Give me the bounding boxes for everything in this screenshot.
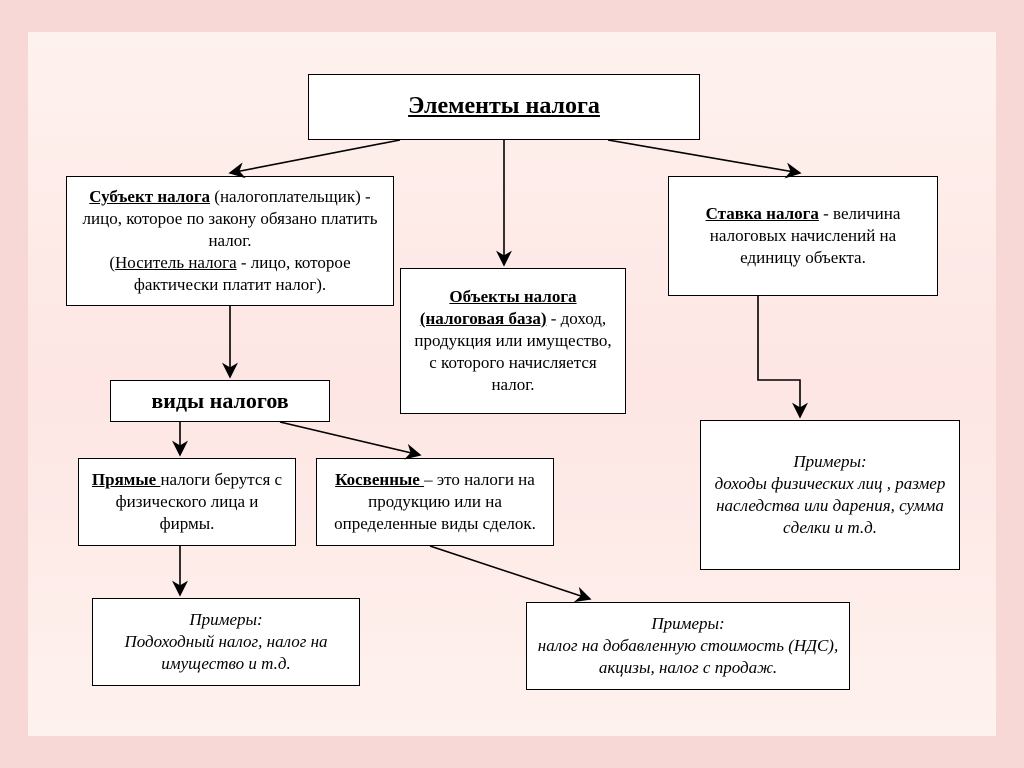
ex-indirect-text: налог на добавленную стоимость (НДС), ак… xyxy=(537,635,839,679)
direct-box: Прямые налоги берутся с физического лица… xyxy=(78,458,296,546)
example-indirect-box: Примеры: налог на добавленную стоимость … xyxy=(526,602,850,690)
indirect-term: Косвенные xyxy=(335,470,424,489)
indirect-box: Косвенные – это налоги на продукцию или … xyxy=(316,458,554,546)
rate-content: Ставка налога - величина налоговых начис… xyxy=(679,203,927,269)
ex-rate-text: доходы физических лиц , размер наследств… xyxy=(711,473,949,539)
ex-rate-label: Примеры: xyxy=(793,451,866,473)
direct-content: Прямые налоги берутся с физического лица… xyxy=(89,469,285,535)
rate-box: Ставка налога - величина налоговых начис… xyxy=(668,176,938,296)
object-box: Объекты налога (налоговая база) - доход,… xyxy=(400,268,626,414)
title-box: Элементы налога xyxy=(308,74,700,140)
subject-line1: Субъект налога (налогоплательщик) - лицо… xyxy=(77,186,383,252)
types-header-text: виды налогов xyxy=(151,387,288,416)
types-header-box: виды налогов xyxy=(110,380,330,422)
direct-term: Прямые xyxy=(92,470,161,489)
ex-indirect-label: Примеры: xyxy=(651,613,724,635)
example-rate-box: Примеры: доходы физических лиц , размер … xyxy=(700,420,960,570)
ex-direct-text: Подоходный налог, налог на имущество и т… xyxy=(103,631,349,675)
example-direct-box: Примеры: Подоходный налог, налог на имущ… xyxy=(92,598,360,686)
subject-box: Субъект налога (налогоплательщик) - лицо… xyxy=(66,176,394,306)
carrier-term: Носитель налога xyxy=(115,253,237,272)
subject-line2: (Носитель налога - лицо, которое фактиче… xyxy=(77,252,383,296)
indirect-content: Косвенные – это налоги на продукцию или … xyxy=(327,469,543,535)
object-content: Объекты налога (налоговая база) - доход,… xyxy=(411,286,615,396)
title-text: Элементы налога xyxy=(408,91,600,122)
ex-direct-label: Примеры: xyxy=(189,609,262,631)
subject-term: Субъект налога xyxy=(89,187,210,206)
rate-term: Ставка налога xyxy=(706,204,819,223)
